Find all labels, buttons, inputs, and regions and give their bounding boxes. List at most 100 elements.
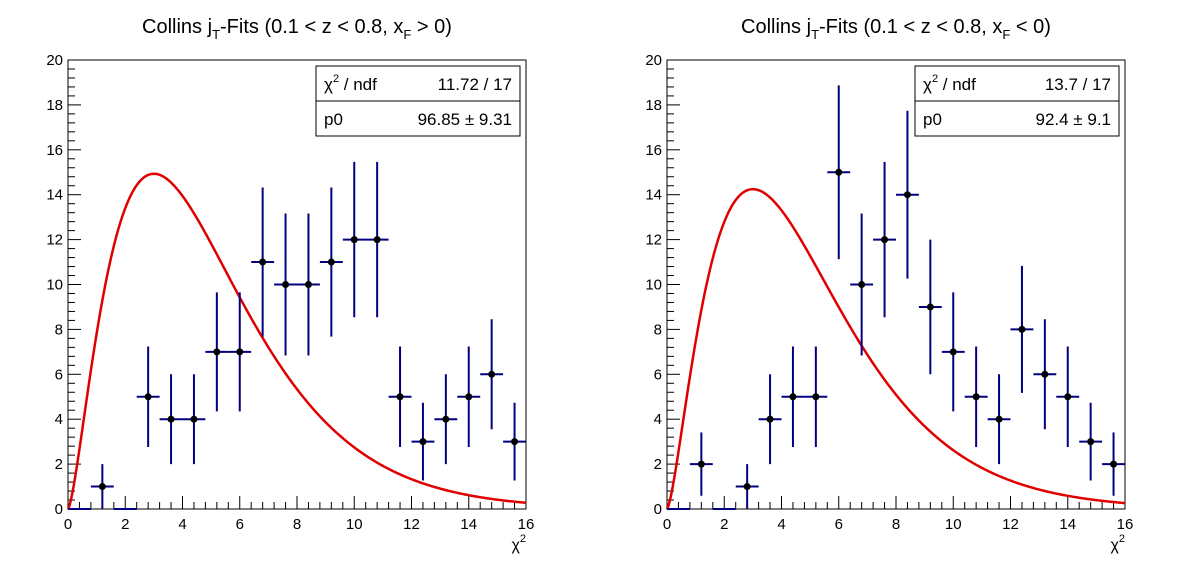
y-tick-label: 4	[654, 411, 662, 428]
y-tick-label: 10	[46, 277, 63, 294]
data-marker	[697, 460, 705, 468]
data-point	[1102, 432, 1125, 496]
fit-curve	[665, 187, 1126, 510]
data-point	[434, 374, 458, 465]
chart-title: Collins jT-Fits (0.1 < z < 0.8, xF < 0)	[741, 16, 1051, 42]
y-tick-label: 6	[654, 366, 662, 383]
y-tick-label: 0	[654, 501, 662, 518]
stats-chi2-value: 13.7 / 17	[1045, 75, 1111, 94]
x-tick-label: 10	[346, 516, 363, 533]
y-tick-label: 14	[645, 187, 662, 204]
x-tick-label: 4	[178, 516, 186, 533]
x-tick-label: 8	[293, 516, 301, 533]
data-marker	[766, 415, 774, 423]
data-point	[735, 464, 759, 509]
data-marker	[789, 393, 797, 401]
data-marker	[304, 281, 312, 288]
data-point	[251, 187, 275, 337]
stats-box: χ2 / ndf 13.7 / 17 p0 92.4 ± 9.1	[914, 65, 1120, 137]
data-point	[159, 374, 183, 465]
x-tick-label: 10	[945, 516, 962, 533]
data-point	[411, 402, 435, 481]
chart-right: Collins jT-Fits (0.1 < z < 0.8, xF < 0) 0…	[645, 16, 1133, 554]
data-point	[228, 292, 252, 412]
data-marker	[858, 281, 866, 288]
x-tick-label: 12	[1002, 516, 1019, 533]
y-tick-label: 2	[55, 456, 63, 473]
data-marker	[282, 281, 290, 288]
x-tick-label: 2	[121, 516, 129, 533]
data-marker	[1087, 438, 1095, 446]
stats-chi2-value: 11.72 / 17	[438, 75, 512, 94]
stats-p0-label: p0	[923, 110, 942, 129]
y-tick-label: 16	[46, 142, 63, 159]
data-point	[274, 213, 297, 356]
data-point	[1033, 319, 1057, 430]
data-marker	[743, 483, 751, 491]
stats-p0-label: p0	[324, 110, 343, 129]
data-point	[457, 346, 481, 448]
data-point	[804, 346, 828, 448]
data-point	[297, 213, 320, 356]
data-point	[873, 161, 896, 318]
y-tick-label: 2	[654, 456, 662, 473]
data-marker	[236, 348, 244, 356]
stats-box: χ2 / ndf 11.72 / 17 p0 96.85 ± 9.31	[315, 65, 521, 137]
data-point	[896, 110, 919, 279]
x-tick-label: 0	[663, 516, 671, 533]
data-marker	[465, 393, 473, 401]
y-tick-label: 4	[55, 411, 63, 428]
y-tick-label: 8	[654, 321, 662, 338]
data-marker	[1064, 393, 1072, 401]
fit-curve	[66, 172, 527, 510]
data-point	[1010, 265, 1034, 393]
data-point	[1056, 346, 1080, 448]
x-tick-label: 0	[64, 516, 72, 533]
stats-chi2-label: χ2 / ndf	[324, 73, 377, 94]
data-point	[918, 239, 942, 375]
data-marker	[419, 438, 427, 446]
stats-p0-value: 92.4 ± 9.1	[1036, 110, 1112, 129]
data-marker	[881, 236, 889, 244]
data-marker	[835, 168, 843, 176]
data-point	[941, 292, 965, 412]
data-point	[136, 346, 160, 448]
data-marker	[488, 370, 496, 378]
chart-title: Collins jT-Fits (0.1 < z < 0.8, xF > 0)	[142, 16, 452, 42]
y-tick-label: 8	[55, 321, 63, 338]
data-marker	[1110, 460, 1118, 468]
data-marker	[995, 415, 1003, 423]
x-tick-label: 14	[460, 516, 477, 533]
data-point	[758, 374, 782, 465]
stats-p0-value: 96.85 ± 9.31	[418, 110, 512, 129]
data-marker	[396, 393, 404, 401]
x-tick-label: 14	[1059, 516, 1076, 533]
y-tick-label: 10	[645, 277, 662, 294]
data-point	[342, 161, 366, 318]
data-point	[850, 213, 874, 356]
x-tick-label: 8	[892, 516, 900, 533]
data-marker	[167, 415, 175, 423]
y-tick-label: 18	[46, 97, 63, 114]
data-marker	[259, 258, 267, 266]
data-point	[689, 432, 713, 496]
data-point	[90, 464, 114, 509]
y-tick-label: 12	[46, 232, 63, 249]
x-tick-label: 2	[720, 516, 728, 533]
x-tick-label: 4	[777, 516, 785, 533]
data-point	[827, 85, 851, 260]
data-point	[987, 374, 1011, 465]
data-marker	[949, 348, 957, 356]
y-tick-label: 0	[55, 501, 63, 518]
data-point	[388, 346, 412, 448]
data-marker	[373, 236, 381, 244]
y-tick-label: 18	[645, 97, 662, 114]
x-tick-label: 12	[403, 516, 420, 533]
data-marker	[327, 258, 335, 266]
data-point	[1079, 402, 1103, 481]
x-tick-label: 16	[518, 516, 535, 533]
y-tick-label: 14	[46, 187, 63, 204]
data-marker	[190, 415, 198, 423]
data-point	[781, 346, 805, 448]
x-tick-label: 6	[835, 516, 843, 533]
